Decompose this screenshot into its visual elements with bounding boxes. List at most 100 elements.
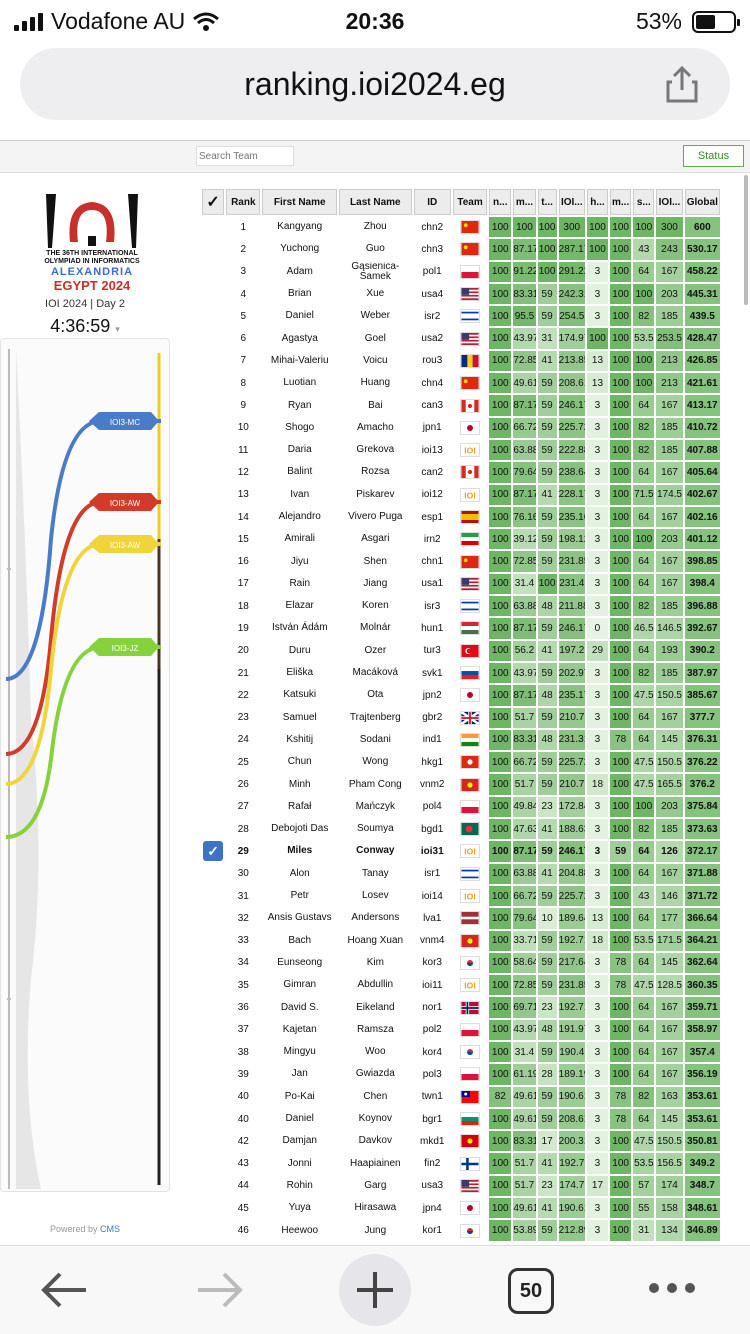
- score-cell[interactable]: 100: [610, 239, 632, 260]
- row-select[interactable]: [202, 1153, 224, 1173]
- score-cell[interactable]: 100: [610, 462, 632, 483]
- score-cell[interactable]: 100: [489, 217, 512, 238]
- score-cell[interactable]: 46.5: [633, 618, 655, 639]
- score-cell[interactable]: 150.5: [656, 1131, 683, 1152]
- score-cell[interactable]: 3: [586, 1131, 609, 1152]
- cms-link[interactable]: CMS: [100, 1224, 121, 1234]
- score-cell[interactable]: 100: [489, 1108, 512, 1130]
- row-select[interactable]: [202, 284, 224, 304]
- score-cell[interactable]: 203: [656, 796, 683, 818]
- score-cell[interactable]: 61.19: [513, 1064, 536, 1085]
- score-cell[interactable]: 100: [489, 529, 512, 550]
- table-row[interactable]: 20 Duru Ozer tur3 100 56.2 41 197.2 29 100 64 193 39…: [202, 640, 720, 661]
- score-cell[interactable]: 3: [586, 952, 609, 974]
- score-cell[interactable]: 100: [610, 395, 632, 416]
- score-cell[interactable]: 17: [586, 1175, 609, 1197]
- score-cell[interactable]: 3: [586, 261, 609, 282]
- score-cell[interactable]: 100: [633, 283, 655, 305]
- table-row[interactable]: 24 Kshitij Sodani ind1 10083.3148231.3137864…: [202, 729, 720, 751]
- score-cell[interactable]: 82: [489, 1086, 512, 1107]
- score-cell[interactable]: 41: [537, 863, 557, 884]
- score-cell[interactable]: 55: [633, 1198, 655, 1219]
- score-cell[interactable]: 100: [489, 796, 512, 818]
- team-cell[interactable]: [453, 1064, 487, 1084]
- score-cell[interactable]: 231.31: [558, 729, 585, 751]
- column-header[interactable]: IOI...: [656, 189, 683, 215]
- score-cell[interactable]: 210.7: [558, 707, 585, 728]
- score-cell[interactable]: 59: [537, 662, 557, 684]
- score-cell[interactable]: 72.85: [513, 350, 536, 372]
- team-cell[interactable]: [453, 1198, 487, 1218]
- score-cell[interactable]: 100: [489, 1064, 512, 1085]
- score-cell[interactable]: 100: [633, 373, 655, 394]
- score-cell[interactable]: 58.64: [513, 952, 536, 974]
- score-cell[interactable]: 17: [537, 1131, 557, 1152]
- score-cell[interactable]: 49.61: [513, 1086, 536, 1107]
- url-text[interactable]: ranking.ioi2024.eg: [244, 66, 506, 102]
- score-cell[interactable]: 235.16: [558, 506, 585, 528]
- score-cell[interactable]: 235.17: [558, 685, 585, 706]
- score-cell[interactable]: 3: [586, 484, 609, 505]
- table-row[interactable]: 13IvanPiskarevioi12IOI10087.1741228.1731…: [202, 484, 720, 505]
- score-cell[interactable]: 64: [633, 908, 655, 929]
- score-cell[interactable]: 87.17: [513, 484, 536, 505]
- score-cell[interactable]: 100: [610, 685, 632, 706]
- score-cell[interactable]: 243: [656, 239, 683, 260]
- table-row[interactable]: 39JanGwiazdapol310061.1928189.1931006416…: [202, 1064, 720, 1085]
- score-cell[interactable]: 64: [633, 841, 655, 862]
- select-all-header[interactable]: ✓: [202, 189, 225, 215]
- column-header[interactable]: First Name: [262, 189, 338, 215]
- score-cell[interactable]: 165.5: [656, 774, 683, 795]
- row-select[interactable]: [202, 395, 224, 415]
- score-cell[interactable]: 83.31: [513, 1131, 536, 1152]
- score-cell[interactable]: 100: [489, 395, 512, 416]
- score-cell[interactable]: 53.5: [633, 328, 655, 349]
- score-cell[interactable]: 59: [537, 1108, 557, 1130]
- team-cell[interactable]: [453, 507, 487, 527]
- table-row[interactable]: 18ElazarKorenisr310063.8848211.883100821…: [202, 596, 720, 617]
- score-cell[interactable]: 213: [656, 373, 683, 394]
- score-cell[interactable]: 51.7: [513, 707, 536, 728]
- row-select[interactable]: [202, 485, 224, 505]
- score-cell[interactable]: 51.7: [513, 774, 536, 795]
- team-cell[interactable]: [453, 462, 487, 482]
- score-cell[interactable]: 3: [586, 662, 609, 684]
- column-header[interactable]: h...: [586, 189, 609, 215]
- score-cell[interactable]: 64: [633, 551, 655, 572]
- column-header[interactable]: IOI...: [558, 189, 585, 215]
- score-cell[interactable]: 3: [586, 1086, 609, 1107]
- score-cell[interactable]: 231.85: [558, 975, 585, 996]
- table-row[interactable]: 10ShogoAmachojpn110066.7259225.723100821…: [202, 417, 720, 438]
- score-cell[interactable]: 100: [489, 1041, 512, 1063]
- score-cell[interactable]: 100: [610, 283, 632, 305]
- score-cell[interactable]: 59: [537, 1220, 557, 1241]
- row-select[interactable]: [202, 574, 224, 594]
- score-cell[interactable]: 64: [633, 1019, 655, 1040]
- score-cell[interactable]: 100: [610, 1041, 632, 1063]
- team-cell[interactable]: IOI: [453, 841, 487, 861]
- score-cell[interactable]: 64: [633, 261, 655, 282]
- score-cell[interactable]: 100: [610, 596, 632, 617]
- score-cell[interactable]: 3: [586, 439, 609, 461]
- score-cell[interactable]: 100: [610, 1220, 632, 1241]
- score-cell[interactable]: 66.72: [513, 885, 536, 907]
- more-menu-icon[interactable]: [648, 1282, 696, 1294]
- score-cell[interactable]: 3: [586, 729, 609, 751]
- score-cell[interactable]: 189.64: [558, 908, 585, 929]
- team-cell[interactable]: [453, 1153, 487, 1173]
- table-row[interactable]: 37KajetanRamszapol210043.9748191.9731006…: [202, 1019, 720, 1040]
- score-cell[interactable]: 82: [633, 1086, 655, 1107]
- score-cell[interactable]: 13: [586, 350, 609, 372]
- score-cell[interactable]: 59: [537, 506, 557, 528]
- score-cell[interactable]: 156.5: [656, 1153, 683, 1174]
- score-cell[interactable]: 212.89: [558, 1220, 585, 1241]
- score-cell[interactable]: 100: [489, 462, 512, 483]
- score-cell[interactable]: 3: [586, 1108, 609, 1130]
- score-cell[interactable]: 100: [489, 306, 512, 327]
- score-cell[interactable]: 100: [489, 328, 512, 349]
- score-cell[interactable]: 95.5: [513, 306, 536, 327]
- row-select[interactable]: [202, 774, 224, 794]
- score-cell[interactable]: 253.5: [656, 328, 683, 349]
- table-row[interactable]: 16JiyuShenchn110072.8559231.853100641673…: [202, 551, 720, 572]
